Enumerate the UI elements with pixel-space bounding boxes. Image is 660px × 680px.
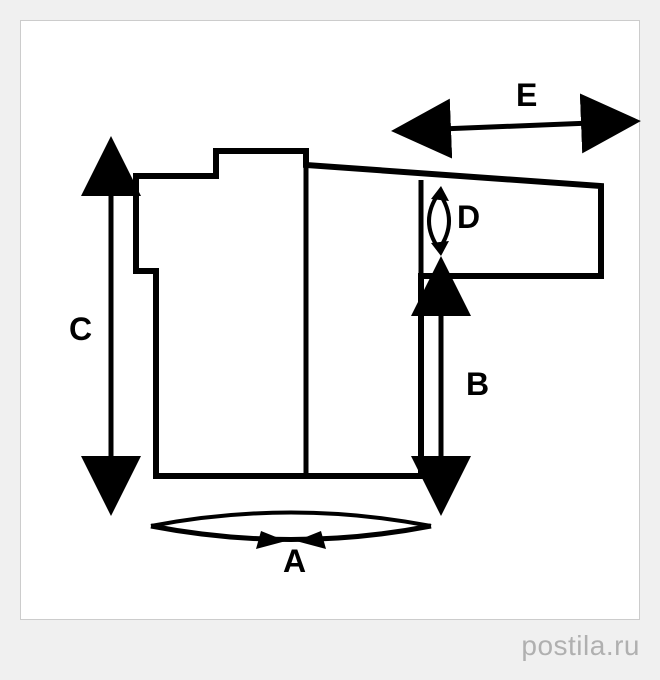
schematic-svg	[21, 21, 641, 621]
garment-outline	[136, 151, 601, 476]
dimension-arrow-a-front	[151, 526, 431, 540]
dimension-arrow-e	[441, 123, 591, 129]
label-e: E	[516, 77, 537, 114]
dimension-arrow-a-back	[151, 513, 431, 527]
diagram-frame: A B C D E	[20, 20, 640, 620]
label-d: D	[457, 199, 480, 236]
label-c: C	[69, 311, 92, 348]
watermark-text: postila.ru	[521, 630, 640, 662]
arrow-a-right-tip	[256, 531, 286, 549]
label-b: B	[466, 366, 489, 403]
label-a: A	[283, 543, 306, 580]
